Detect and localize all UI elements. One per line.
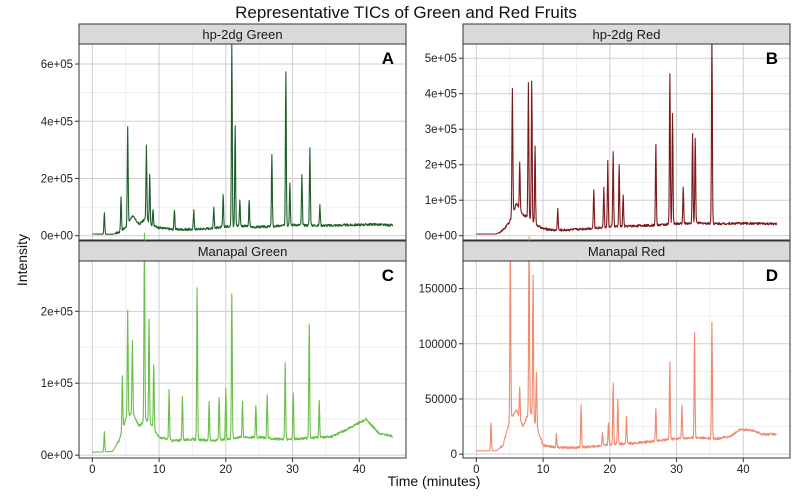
panel-b-y-tick-label: 5e+05 bbox=[425, 53, 457, 65]
panel-d-series-line bbox=[476, 236, 777, 452]
panel-c-y-tick-label: 0e+00 bbox=[41, 450, 73, 462]
panel-b-y-tick-label: 0e+00 bbox=[425, 231, 457, 243]
panel-c-letter: C bbox=[382, 266, 394, 285]
panel-a-strip bbox=[78, 23, 407, 45]
figure-title: Representative TICs of Green and Red Fru… bbox=[235, 3, 577, 22]
panel-c-x-tick-label: 20 bbox=[219, 464, 232, 476]
panel-c-x-tick-label: 40 bbox=[353, 464, 366, 476]
panel-b-y-tick-label: 4e+05 bbox=[425, 89, 457, 101]
panel-d-x-tick-label: 30 bbox=[670, 464, 683, 476]
panel-c-x-tick-label: 30 bbox=[286, 464, 299, 476]
panel-b-strip-title: hp-2dg Red bbox=[593, 27, 661, 42]
panel-a-series-line bbox=[92, 43, 394, 235]
panel-c-x-tick-label: 0 bbox=[89, 464, 95, 476]
panel-d-x-tick-label: 10 bbox=[537, 464, 550, 476]
panel-b-y-tick-label: 2e+05 bbox=[425, 160, 457, 172]
panel-a-strip-title: hp-2dg Green bbox=[202, 27, 282, 42]
figure-x-label: Time (minutes) bbox=[387, 473, 481, 489]
panel-b-plot-area bbox=[463, 44, 790, 240]
panel-d-x-tick-label: 40 bbox=[737, 464, 750, 476]
panel-d-y-tick-label: 150000 bbox=[419, 284, 457, 296]
panel-b-strip bbox=[462, 23, 791, 45]
panel-d-y-tick-label: 50000 bbox=[425, 394, 457, 406]
panel-b-y-tick-label: 1e+05 bbox=[425, 195, 457, 207]
panel-c-strip bbox=[78, 240, 407, 262]
panel-c: Manapal Green C 0e+00 1e+05 2e+05 0 10 20 30 40 bbox=[41, 232, 407, 476]
panel-a-letter: A bbox=[382, 49, 394, 68]
panel-a-y-tick-label: 6e+05 bbox=[41, 59, 73, 71]
panel-b-series-line bbox=[476, 37, 778, 235]
panel-d: Manapal Red D 0 50000 100000 150000 0 10 20 30 40 bbox=[419, 236, 791, 476]
panel-b-letter: B bbox=[766, 49, 778, 68]
panel-b: hp-2dg Red B 0e+00 1e+05 2e+05 3e+05 4e+05 5e+0… bbox=[425, 23, 791, 258]
panel-d-strip bbox=[462, 240, 791, 262]
panel-d-letter: D bbox=[766, 266, 778, 285]
panel-b-y-tick-label: 3e+05 bbox=[425, 124, 457, 136]
panel-c-y-tick-label: 1e+05 bbox=[41, 378, 73, 390]
panel-a-y-tick-label: 4e+05 bbox=[41, 116, 73, 128]
panel-d-strip-title: Manapal Red bbox=[588, 244, 665, 259]
panel-d-x-tick-label: 0 bbox=[473, 464, 479, 476]
panel-a-y-tick-label: 2e+05 bbox=[41, 173, 73, 185]
panel-a: hp-2dg GreenA0e+002e+054e+056e+050102030… bbox=[41, 23, 407, 258]
panel-a-y-tick-label: 0e+00 bbox=[41, 231, 73, 243]
panel-c-strip-title: Manapal Green bbox=[198, 244, 288, 259]
panel-c-plot-area bbox=[79, 261, 406, 458]
panel-c-x-tick-label: 10 bbox=[153, 464, 166, 476]
panel-d-y-tick-label: 0 bbox=[451, 449, 457, 461]
panel-d-x-tick-label: 20 bbox=[603, 464, 616, 476]
panel-c-series-line bbox=[92, 232, 394, 453]
panel-c-y-tick-label: 2e+05 bbox=[41, 306, 73, 318]
panel-d-y-tick-label: 100000 bbox=[419, 339, 457, 351]
